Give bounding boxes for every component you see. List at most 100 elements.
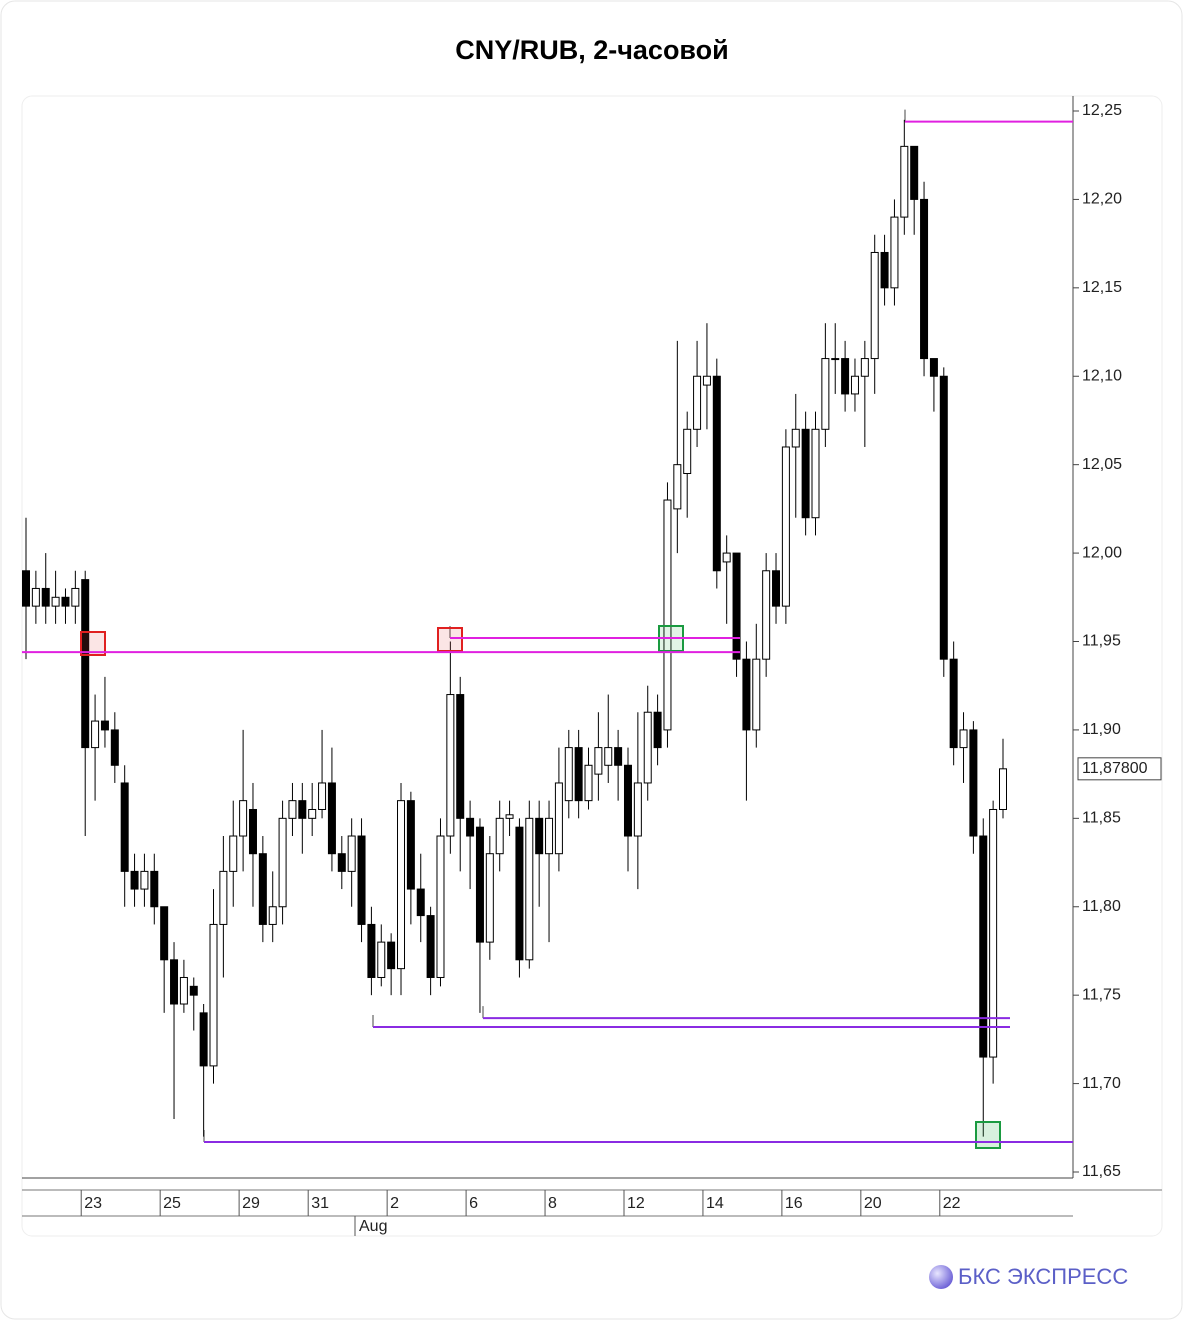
- candle-body: [288, 800, 297, 819]
- candle-body: [969, 729, 978, 837]
- marker: [80, 631, 106, 656]
- candle-body: [367, 923, 376, 978]
- candle-body: [357, 835, 366, 925]
- candle-body: [189, 985, 198, 996]
- candle-body: [179, 976, 188, 1005]
- y-tick-label: 12,00: [1082, 544, 1122, 561]
- candle-body: [199, 1012, 208, 1067]
- candle-body: [979, 835, 988, 1058]
- y-tick-label: 11,75: [1082, 986, 1121, 1003]
- candle-body: [712, 375, 721, 572]
- candle-body: [742, 658, 751, 731]
- candle-body: [929, 358, 938, 377]
- candle-body: [821, 358, 830, 430]
- candle-body: [860, 358, 869, 377]
- marker: [975, 1121, 1001, 1149]
- candle-body: [663, 499, 672, 731]
- candle-body: [298, 800, 307, 819]
- candle-body: [337, 853, 346, 872]
- candle-body: [426, 915, 435, 978]
- candle-body: [880, 251, 889, 289]
- candle-body: [643, 711, 652, 784]
- candle-body: [949, 658, 958, 749]
- candle-body: [160, 906, 169, 961]
- candle-body: [170, 959, 179, 1005]
- candle-body: [545, 817, 554, 855]
- candle-body: [762, 570, 771, 660]
- candle-body: [633, 782, 642, 837]
- candle-body: [791, 428, 800, 448]
- candle-body: [554, 782, 563, 855]
- y-tick-label: 11,80: [1082, 898, 1121, 915]
- brand-logo: [929, 1265, 953, 1289]
- candle-body: [485, 853, 494, 943]
- candle-body: [772, 570, 781, 607]
- x-tick-label: 23: [84, 1195, 102, 1212]
- candle-body: [614, 747, 623, 766]
- candle-body: [100, 720, 109, 731]
- y-tick-label: 12,10: [1082, 367, 1122, 384]
- candle-body: [801, 428, 810, 519]
- last-price-box: [1077, 757, 1162, 781]
- candle-body: [120, 782, 129, 872]
- candle-body: [653, 711, 662, 749]
- candle-body: [209, 923, 218, 1067]
- candle-body: [248, 808, 257, 855]
- y-tick-label: 11,85: [1082, 810, 1121, 827]
- candle-body: [673, 464, 682, 510]
- candle-body: [989, 808, 998, 1058]
- candle-body: [219, 870, 228, 925]
- x-tick-label: 6: [469, 1195, 478, 1212]
- y-tick-label: 11,95: [1082, 633, 1121, 650]
- candle-body: [466, 817, 475, 837]
- candle-body: [702, 375, 711, 386]
- plot-card: [21, 95, 1163, 1237]
- candle-body: [140, 870, 149, 890]
- brand-text: БКС ЭКСПРЕСС: [958, 1264, 1128, 1289]
- candle-body: [308, 808, 317, 819]
- x-tick-label: 2: [390, 1195, 399, 1212]
- candle-body: [623, 764, 632, 837]
- candles: [22, 119, 1007, 1137]
- candle-body: [811, 428, 820, 519]
- candle-body: [752, 658, 761, 731]
- month-label: Aug: [359, 1218, 387, 1235]
- x-tick-label: 31: [311, 1195, 329, 1212]
- candle-body: [850, 375, 859, 395]
- candle-body: [870, 251, 879, 360]
- last-price-label: 11,87800: [1082, 760, 1148, 777]
- candle-body: [456, 694, 465, 819]
- brand: БКС ЭКСПРЕСС: [929, 1264, 1128, 1289]
- candle-body: [327, 782, 336, 855]
- candle-body: [841, 358, 850, 395]
- y-tick-label: 12,15: [1082, 279, 1122, 296]
- candle-body: [939, 375, 948, 660]
- candle-body: [920, 198, 929, 360]
- candle-body: [584, 764, 593, 802]
- candle-body: [495, 817, 504, 855]
- candle-body: [110, 729, 119, 766]
- candle-body: [130, 870, 139, 890]
- x-tick-label: 12: [627, 1195, 645, 1212]
- candle-body: [594, 747, 603, 775]
- candle-body: [535, 817, 544, 855]
- candle-body: [91, 720, 100, 749]
- x-tick-label: 20: [864, 1195, 882, 1212]
- candle-body: [81, 579, 90, 749]
- candle-body: [683, 428, 692, 475]
- candle-body: [406, 800, 415, 890]
- candle-body: [71, 587, 80, 607]
- candle-body: [41, 587, 50, 607]
- candle-body: [525, 817, 534, 961]
- candle-body: [959, 729, 968, 749]
- candle-body: [693, 375, 702, 430]
- candle-body: [258, 853, 267, 925]
- y-tick-label: 11,90: [1082, 721, 1121, 738]
- candle-body: [387, 941, 396, 970]
- candle-body: [890, 216, 899, 289]
- x-tick-label: 22: [943, 1195, 961, 1212]
- candle-body: [436, 835, 445, 978]
- x-tick-label: 16: [785, 1195, 803, 1212]
- candle-body: [515, 826, 524, 961]
